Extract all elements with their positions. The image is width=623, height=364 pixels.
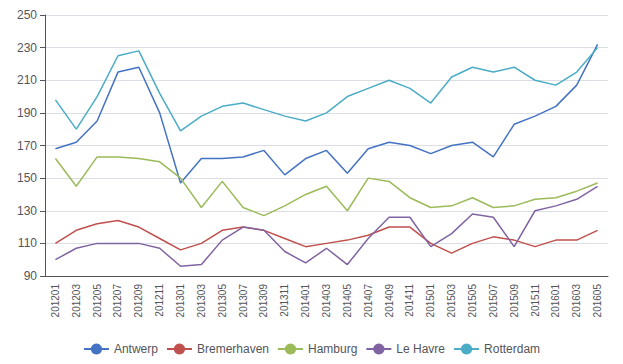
svg-text:201307: 201307: [238, 284, 249, 318]
svg-text:201203: 201203: [71, 284, 82, 318]
svg-text:201311: 201311: [279, 284, 290, 317]
svg-text:201411: 201411: [404, 284, 415, 317]
svg-text:110: 110: [18, 236, 37, 250]
svg-text:201211: 201211: [154, 284, 165, 317]
svg-text:201209: 201209: [133, 284, 144, 318]
svg-text:201409: 201409: [384, 284, 395, 318]
svg-text:201205: 201205: [92, 284, 103, 318]
svg-text:Antwerp: Antwerp: [114, 342, 158, 356]
svg-text:201501: 201501: [425, 284, 436, 318]
svg-text:190: 190: [17, 106, 37, 120]
svg-text:Rotterdam: Rotterdam: [484, 342, 540, 356]
svg-text:Bremerhaven: Bremerhaven: [197, 342, 269, 356]
svg-text:210: 210: [17, 73, 37, 87]
svg-text:201207: 201207: [112, 284, 123, 318]
svg-text:201303: 201303: [196, 284, 207, 318]
svg-text:201401: 201401: [300, 284, 311, 318]
svg-text:Hamburg: Hamburg: [308, 342, 357, 356]
svg-text:201201: 201201: [50, 284, 61, 318]
svg-text:201503: 201503: [446, 284, 457, 318]
svg-text:201309: 201309: [258, 284, 269, 318]
svg-text:230: 230: [17, 41, 37, 55]
svg-text:201507: 201507: [488, 284, 499, 318]
svg-text:170: 170: [17, 139, 37, 153]
svg-text:201407: 201407: [363, 284, 374, 318]
svg-text:201601: 201601: [550, 284, 561, 318]
svg-text:90: 90: [24, 269, 38, 283]
svg-text:201509: 201509: [509, 284, 520, 318]
svg-text:201301: 201301: [175, 284, 186, 318]
svg-text:201505: 201505: [467, 284, 478, 318]
svg-text:201405: 201405: [342, 284, 353, 318]
svg-text:Le Havre: Le Havre: [396, 342, 445, 356]
svg-text:201403: 201403: [321, 284, 332, 318]
svg-text:201511: 201511: [530, 284, 541, 317]
svg-text:201605: 201605: [592, 284, 603, 318]
svg-text:150: 150: [17, 171, 37, 185]
svg-text:201305: 201305: [217, 284, 228, 318]
svg-text:250: 250: [17, 8, 37, 22]
svg-text:201603: 201603: [571, 284, 582, 318]
svg-text:130: 130: [17, 204, 37, 218]
